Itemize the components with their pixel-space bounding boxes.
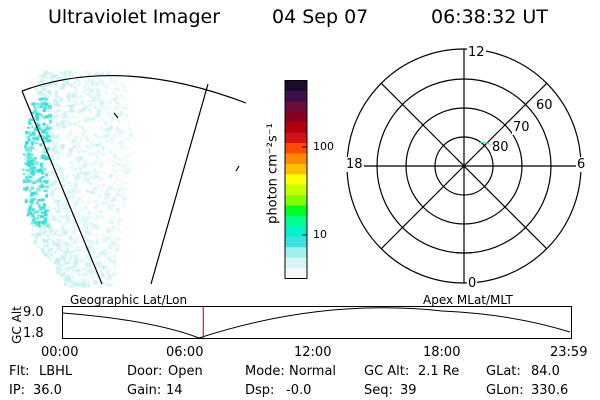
mlat-label-70: 70 xyxy=(512,120,531,135)
mlt-label-12: 12 xyxy=(467,45,486,60)
timeline-y-max-label: 9.0 xyxy=(23,305,44,320)
colorbar-tick-label-10: 10 xyxy=(313,228,327,241)
timeline-y-min-label: 1.8 xyxy=(23,326,44,341)
mlat-label-60: 60 xyxy=(535,98,554,113)
timeline-x-tick-0: 00:00 xyxy=(41,345,79,360)
observation-time: 06:38:32 UT xyxy=(431,6,548,28)
mlat-label-80: 80 xyxy=(491,140,510,155)
timeline-x-tick-2: 12:00 xyxy=(294,345,332,360)
earth-image-panel xyxy=(21,70,247,289)
ip-label: IP: xyxy=(9,383,26,398)
colorbar-band xyxy=(285,236,307,248)
image-frame xyxy=(21,74,247,285)
door-value: Open xyxy=(168,364,203,379)
colorbar-band xyxy=(285,132,307,144)
gain-value: 14 xyxy=(166,383,183,398)
mode-label: Mode: xyxy=(245,364,285,379)
mode-value: Normal xyxy=(289,364,337,379)
altitude-curve xyxy=(62,307,571,339)
colorbar-band xyxy=(285,101,307,113)
seq-value: 39 xyxy=(400,383,417,398)
colorbar-band xyxy=(285,122,307,134)
colorbar-band xyxy=(285,257,307,269)
dsp-value: -0.0 xyxy=(286,383,312,398)
colorbar-tick-label-100: 100 xyxy=(313,140,334,153)
colorbar-band xyxy=(285,195,307,207)
colorbar-band xyxy=(285,174,307,186)
gcalt-value: 2.1 Re xyxy=(418,364,460,379)
polar-grid xyxy=(346,48,582,284)
dsp-label: Dsp: xyxy=(245,383,275,398)
colorbar-band xyxy=(285,226,307,238)
timeline-x-tick-4: 23:59 xyxy=(550,345,588,360)
colorbar-band xyxy=(285,268,307,279)
timeline-right-title: Apex MLat/MLT xyxy=(423,293,513,307)
instrument-title: Ultraviolet Imager xyxy=(48,6,221,28)
colorbar-band xyxy=(285,215,307,227)
mlt-label-18: 18 xyxy=(345,157,364,172)
seq-label: Seq: xyxy=(364,383,393,398)
colorbar-band xyxy=(285,90,307,102)
altitude-timeline xyxy=(62,306,572,339)
colorbar-band xyxy=(285,80,307,92)
door-label: Door: xyxy=(127,364,163,379)
filter-label: Flt: xyxy=(9,364,30,379)
timeline-x-tick-3: 18:00 xyxy=(423,345,461,360)
colorbar-band xyxy=(285,153,307,165)
aurora-emission xyxy=(22,70,135,289)
observation-date: 04 Sep 07 xyxy=(272,6,369,28)
colorbar-bands xyxy=(285,80,307,279)
glon-value: 330.6 xyxy=(531,383,569,398)
colorbar-band xyxy=(285,184,307,196)
colorbar-band xyxy=(285,163,307,175)
glon-label: GLon: xyxy=(486,383,524,398)
ip-value: 36.0 xyxy=(33,383,62,398)
filter-value: LBHL xyxy=(39,364,73,379)
colorbar-band xyxy=(285,143,307,154)
colorbar-band xyxy=(285,247,307,259)
colorbar-band xyxy=(285,111,307,123)
timeline-x-tick-1: 06:00 xyxy=(166,345,204,360)
colorbar-unit-label: photon cm⁻²s⁻¹ xyxy=(265,123,281,224)
glat-label: GLat: xyxy=(486,364,521,379)
glat-value: 84.0 xyxy=(531,364,560,379)
colorbar-band xyxy=(285,205,307,217)
mlt-label-0: 0 xyxy=(467,276,478,291)
timeline-y-axis-label: GC Alt xyxy=(10,306,24,344)
colorbar xyxy=(284,80,308,279)
timeline-left-title: Geographic Lat/Lon xyxy=(70,293,188,307)
gcalt-label: GC Alt: xyxy=(364,364,410,379)
gain-label: Gain: xyxy=(127,383,162,398)
mlt-label-6: 6 xyxy=(576,157,587,172)
